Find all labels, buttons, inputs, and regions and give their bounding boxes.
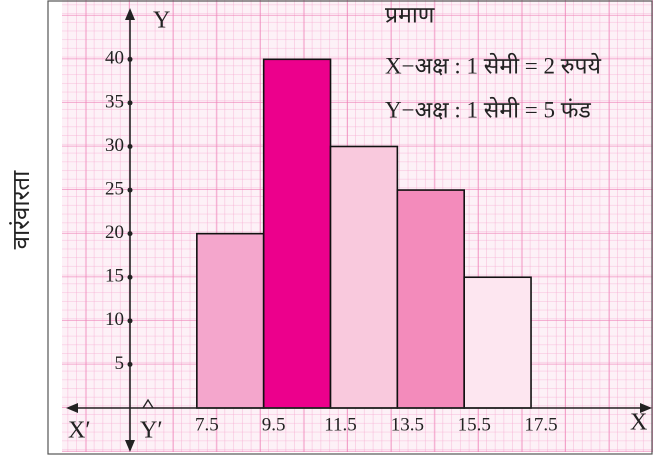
y-tick-label: 25 xyxy=(105,178,124,199)
y-tick xyxy=(127,56,133,62)
y-label-neg: Y′ xyxy=(140,418,163,444)
y-tick-label: 30 xyxy=(105,135,124,156)
y-tick xyxy=(127,143,133,149)
x-tick-label: 17.5 xyxy=(524,414,557,435)
bar xyxy=(329,145,399,409)
y-tick-label: 10 xyxy=(105,309,124,330)
scale-title: प्रमाण xyxy=(385,3,435,29)
x-label-neg: X′ xyxy=(68,418,91,444)
x-tick-label: 13.5 xyxy=(391,414,424,435)
x-tick-label: 11.5 xyxy=(324,414,357,435)
y-tick-label: 35 xyxy=(105,91,124,112)
y-tick-label: 20 xyxy=(105,222,124,243)
y-tick xyxy=(127,361,133,367)
y-tick xyxy=(127,100,133,106)
y-tick-label: 15 xyxy=(105,266,124,287)
y-label-pos: Y xyxy=(153,8,170,34)
scale-line: X−अक्ष : 1 सेमी = 2 रुपये xyxy=(385,52,602,78)
x-tick-label: 9.5 xyxy=(262,414,286,435)
y-tick xyxy=(127,318,133,324)
y-tick xyxy=(127,187,133,193)
y-axis-label: वारंवारता xyxy=(7,170,35,249)
y-tick xyxy=(127,274,133,280)
bar xyxy=(463,276,532,409)
y-tick-label: 5 xyxy=(115,353,125,374)
plot xyxy=(196,58,532,409)
axis-break xyxy=(142,398,154,409)
bar xyxy=(396,189,465,409)
scale-line: Y−अक्ष : 1 सेमी = 5 फंड xyxy=(385,96,591,122)
y-tick xyxy=(127,231,133,237)
axes xyxy=(66,8,652,452)
y-tick-label: 40 xyxy=(105,48,124,69)
x-tick-label: 15.5 xyxy=(458,414,491,435)
x-tick-label: 7.5 xyxy=(195,414,219,435)
x-label-pos: X xyxy=(630,410,647,436)
frame xyxy=(47,0,653,455)
bar xyxy=(196,232,265,409)
bar xyxy=(262,58,332,409)
